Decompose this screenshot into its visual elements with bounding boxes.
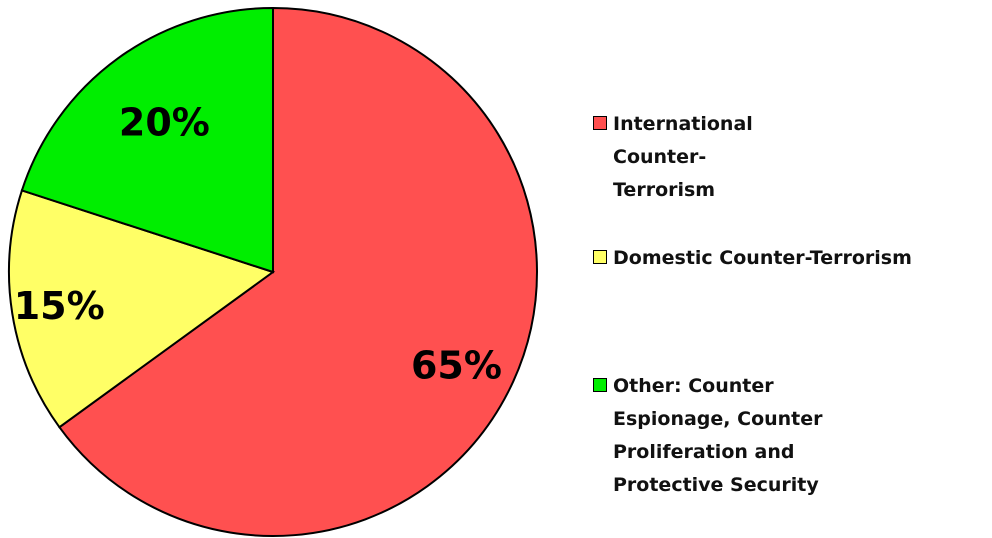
label-65: 65%: [411, 343, 502, 387]
slice-international: [58, 6, 538, 537]
pie-chart: 65% 15% 20%: [8, 6, 538, 537]
legend-swatch-domestic: [593, 250, 607, 264]
slice-other: [20, 6, 274, 274]
chart-legend: International Counter-Terrorism Domestic…: [593, 108, 989, 502]
slice-domestic: [8, 189, 276, 429]
label-15: 15%: [14, 284, 105, 328]
legend-item-domestic: Domestic Counter-Terrorism: [593, 242, 989, 370]
legend-label-other: Other: Counter Espionage, Counter Prolif…: [613, 375, 823, 496]
legend-label-international: International Counter-Terrorism: [613, 113, 753, 201]
label-20: 20%: [119, 100, 210, 144]
legend-swatch-international: [593, 116, 607, 130]
legend-item-international: International Counter-Terrorism: [593, 108, 989, 242]
legend-item-other: Other: Counter Espionage, Counter Prolif…: [593, 370, 989, 502]
legend-label-domestic: Domestic Counter-Terrorism: [613, 247, 912, 269]
legend-swatch-other: [593, 378, 607, 392]
